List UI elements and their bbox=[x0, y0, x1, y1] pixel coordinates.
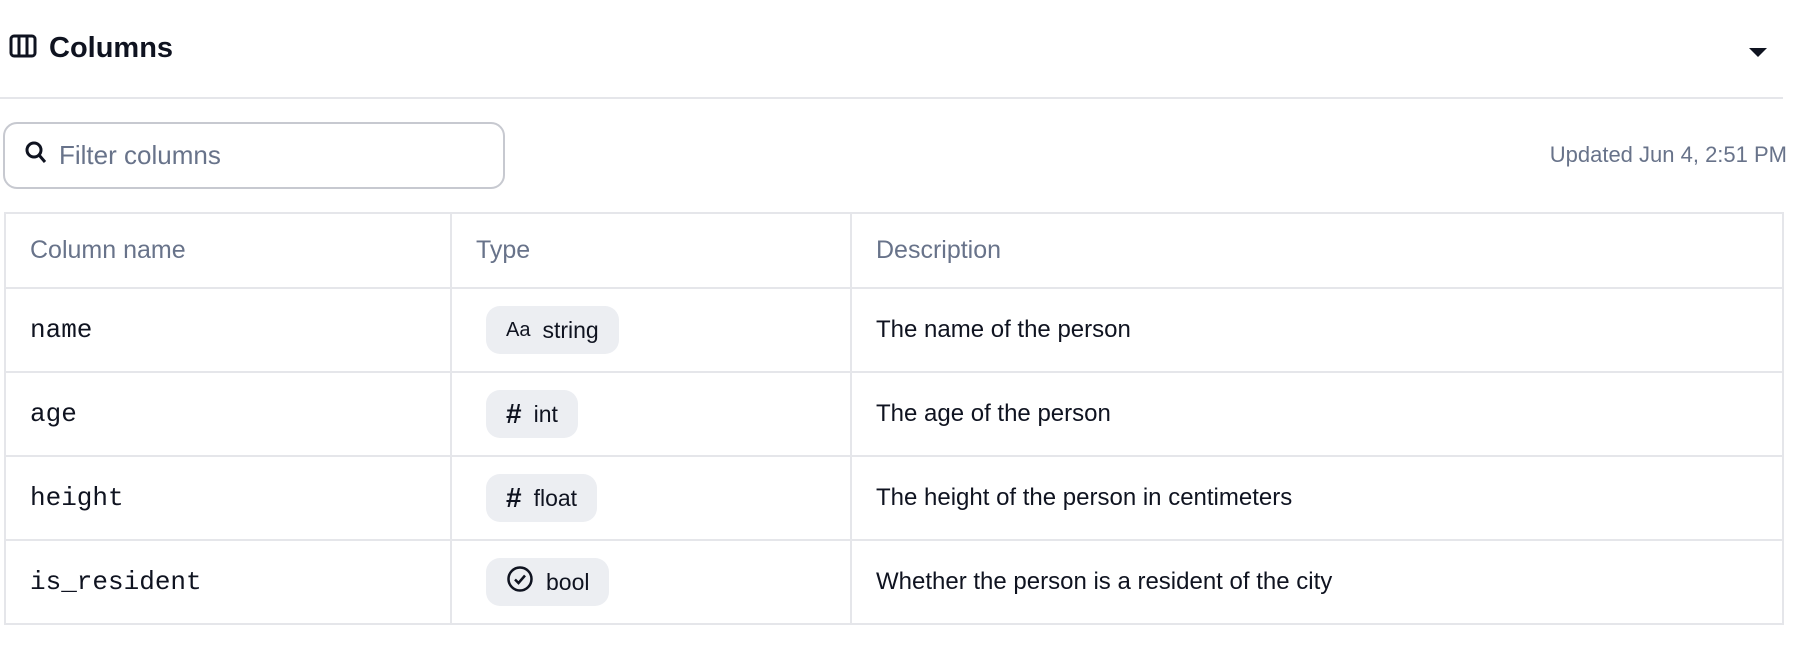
type-badge: Aa string bbox=[486, 306, 619, 354]
header-type: Type bbox=[450, 212, 852, 289]
columns-section-header[interactable]: Columns bbox=[0, 0, 1783, 99]
description-cell: The height of the person in centimeters bbox=[850, 455, 1784, 541]
section-title: Columns bbox=[49, 32, 174, 64]
updated-timestamp: Updated Jun 4, 2:51 PM bbox=[1549, 142, 1787, 167]
type-label: bool bbox=[546, 568, 590, 595]
column-name-cell: age bbox=[4, 371, 452, 457]
type-label: string bbox=[542, 316, 599, 343]
search-icon bbox=[25, 141, 47, 170]
hash-icon: # bbox=[506, 482, 522, 513]
type-label: float bbox=[533, 484, 578, 511]
type-badge: # int bbox=[486, 390, 578, 438]
filter-columns-input[interactable] bbox=[59, 140, 479, 171]
header-description: Description bbox=[850, 212, 1784, 289]
column-name-cell: is_resident bbox=[4, 539, 452, 625]
type-badge: # float bbox=[486, 474, 598, 522]
filter-columns-search[interactable] bbox=[3, 122, 505, 189]
table-row: name Aa string The name of the person bbox=[4, 287, 1784, 373]
table-row: is_resident bool Whether the person is a… bbox=[4, 539, 1784, 625]
table-header-row: Column name Type Description bbox=[4, 212, 1784, 289]
column-name-cell: height bbox=[4, 455, 452, 541]
description-cell: The name of the person bbox=[850, 287, 1784, 373]
text-type-icon: Aa bbox=[506, 318, 531, 341]
hash-icon: # bbox=[506, 398, 522, 429]
type-label: int bbox=[533, 400, 558, 427]
table-row: age # int The age of the person bbox=[4, 371, 1784, 457]
description-cell: Whether the person is a resident of the … bbox=[850, 539, 1784, 625]
columns-icon bbox=[9, 34, 37, 63]
table-row: height # float The height of the person i… bbox=[4, 455, 1784, 541]
columns-table: Column name Type Description name Aa stri… bbox=[4, 212, 1784, 625]
check-circle-icon bbox=[506, 565, 534, 599]
column-name-cell: name bbox=[4, 287, 452, 373]
header-column-name: Column name bbox=[4, 212, 452, 289]
description-cell: The age of the person bbox=[850, 371, 1784, 457]
caret-down-icon[interactable] bbox=[1749, 48, 1767, 57]
type-badge: bool bbox=[486, 558, 610, 606]
